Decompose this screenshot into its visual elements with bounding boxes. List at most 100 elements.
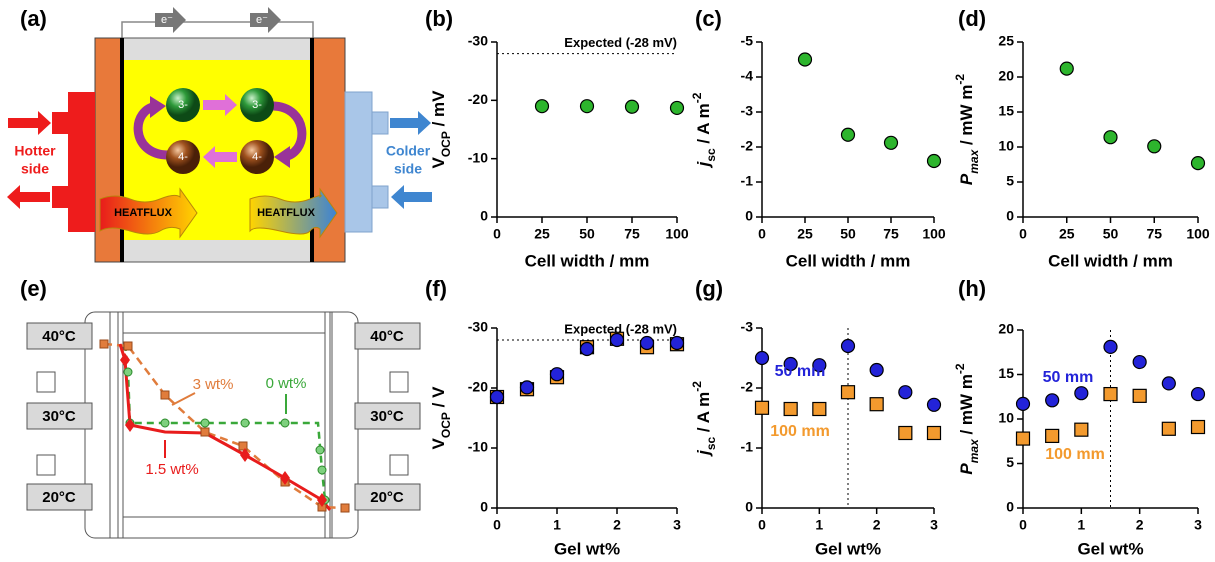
panel-label: (a) [20, 6, 47, 31]
point [549, 367, 565, 382]
y-axis-title-part: -2 [690, 381, 704, 392]
y-axis-title-part: / A m [694, 103, 713, 148]
port [389, 454, 409, 476]
cold-label: side [394, 161, 422, 177]
x-tick-label: 0 [758, 226, 766, 242]
markers-0wt [123, 367, 330, 505]
point [669, 100, 685, 116]
panel-label: (f) [425, 276, 447, 301]
y-tick-label: -30 [468, 319, 488, 335]
y-axis-title-part: max [967, 148, 981, 173]
point [1015, 396, 1031, 411]
point [534, 99, 550, 114]
y-tick-label: -3 [741, 319, 754, 335]
cold-arrow [391, 185, 432, 209]
series-label: 50 mm [1043, 369, 1094, 386]
x-tick-label: 100 [922, 226, 946, 242]
heat-flux-label: HEATFLUX [257, 207, 316, 219]
y-axis-title: Pmax / mW m-2 [953, 363, 981, 475]
panel-e: (e) 40°C 30°C 20°C 40°C 30°C 20°C 3 wt% … [20, 276, 421, 539]
point [926, 153, 942, 169]
point [840, 385, 856, 400]
heat-flux-arrow [249, 187, 338, 239]
y-axis-title-part: sc [704, 436, 718, 450]
y-tick-label: -20 [468, 379, 488, 395]
profile-1-5wt [118, 343, 332, 511]
end-plate [312, 37, 346, 263]
cycle-arrow-head [274, 146, 290, 168]
y-axis-title: jsc / A m-2 [690, 92, 718, 168]
y-tick-label: 5 [1006, 454, 1014, 470]
y-tick-label: 25 [998, 33, 1014, 49]
cold-tab [371, 111, 389, 135]
x-axis-title: Gel wt% [1077, 539, 1143, 558]
y-tick-label: 15 [998, 103, 1014, 119]
point [812, 358, 827, 373]
y-tick-label: -10 [468, 149, 488, 165]
y-axis-title-part: V [429, 156, 448, 168]
panel-label: (d) [958, 6, 986, 31]
electron-label: e⁻ [256, 14, 268, 26]
point [869, 362, 884, 378]
panel-label: (c) [695, 6, 722, 31]
temp-box [26, 402, 93, 430]
temp-box [26, 483, 93, 511]
point [669, 335, 685, 351]
panel-label: (e) [20, 276, 47, 301]
x-axis-title: Cell width / mm [525, 251, 650, 270]
cold-label: Colder [386, 143, 431, 159]
point [609, 332, 625, 348]
point [898, 425, 913, 441]
cell-inner [109, 311, 333, 539]
y-tick-label: -1 [741, 439, 754, 455]
x-tick-label: 1 [815, 517, 823, 533]
y-tick-label: 15 [998, 365, 1014, 381]
port [389, 371, 409, 393]
temp-box [354, 483, 421, 511]
point [1147, 139, 1162, 154]
ion [166, 140, 200, 174]
x-tick-label: 2 [873, 517, 881, 533]
y-tick-label: -4 [741, 68, 754, 84]
x-tick-label: 25 [1059, 226, 1075, 242]
x-axis-title: Gel wt% [815, 539, 881, 558]
y-axis-title-part: / V [429, 386, 448, 412]
electron-label: e⁻ [161, 14, 173, 26]
temp-box [26, 322, 93, 350]
y-axis-title-part: -2 [953, 74, 967, 85]
series-label: 100 mm [770, 423, 830, 440]
x-tick-label: 3 [1194, 517, 1202, 533]
ion-label: 3- [252, 99, 262, 111]
y-axis-title-part: -2 [953, 363, 967, 374]
panel-label: (b) [425, 6, 453, 31]
x-tick-label: 1 [553, 517, 561, 533]
y-axis-title-part: OCP [439, 131, 453, 157]
y-tick-label: -2 [741, 379, 754, 395]
x-tick-label: 0 [493, 226, 501, 242]
y-axis-title-part: / mW m [957, 85, 976, 150]
y-axis-title-part: -2 [690, 92, 704, 103]
hot-arrow [7, 185, 50, 209]
y-tick-label: -3 [741, 103, 754, 119]
point [1045, 428, 1060, 444]
cycle-arrow-head [150, 96, 166, 118]
curve-label: 0 wt% [266, 375, 307, 392]
point [1161, 421, 1176, 436]
y-axis-title-part: j [694, 160, 713, 168]
x-tick-label: 0 [1019, 517, 1027, 533]
reference-label: Expected (-28 mV) [564, 35, 677, 50]
y-axis-title-part: / mV [429, 90, 448, 131]
x-tick-label: 0 [493, 517, 501, 533]
x-axis-title: Cell width / mm [1048, 251, 1173, 270]
cell-lines [117, 312, 331, 538]
y-tick-label: 5 [1006, 173, 1014, 189]
x-tick-label: 3 [930, 517, 938, 533]
y-tick-label: 20 [998, 321, 1014, 337]
y-tick-label: -10 [468, 439, 488, 455]
y-axis-title-part: P [957, 463, 976, 475]
point [1103, 339, 1118, 355]
point [1132, 388, 1147, 403]
x-tick-label: 75 [883, 226, 899, 242]
reference-label: Expected (-28 mV) [564, 321, 677, 336]
markers-1-5wt [120, 353, 327, 507]
